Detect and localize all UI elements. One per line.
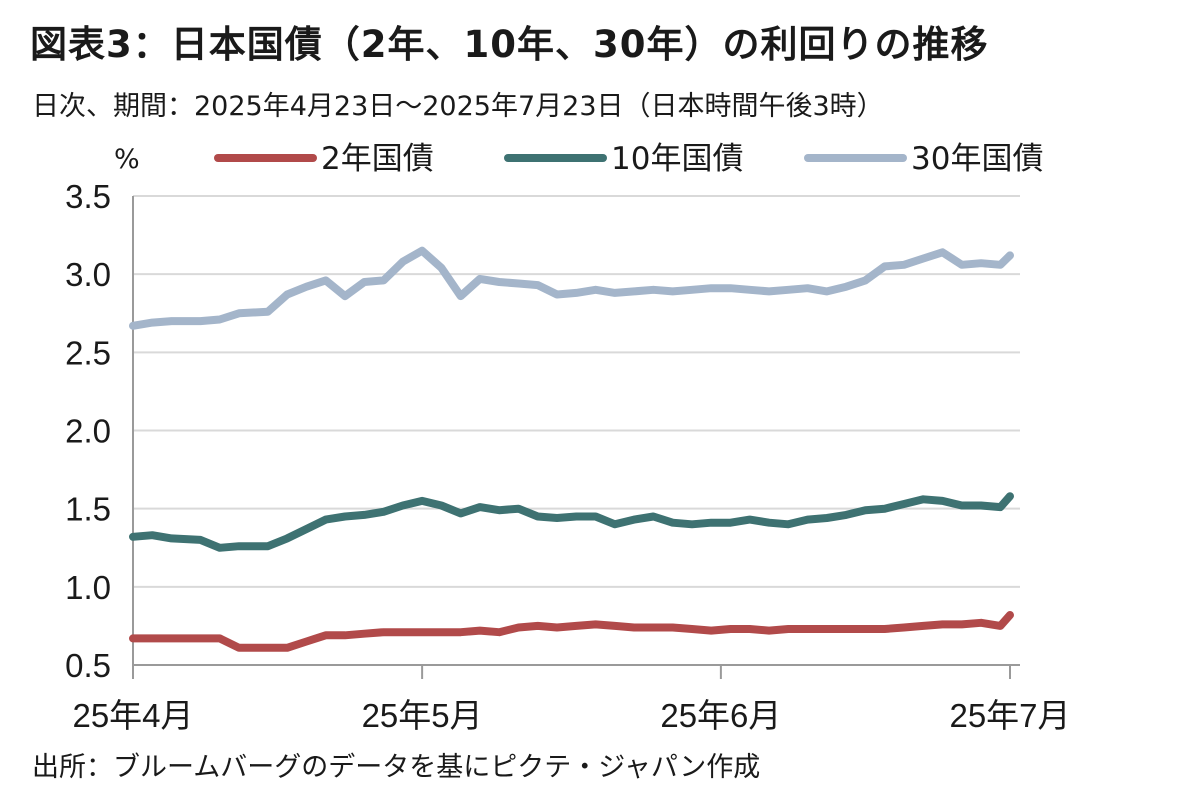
source-note: 出所：ブルームバーグのデータを基にピクテ・ジャパン作成: [32, 752, 761, 783]
y-tick-label: 0.5: [65, 647, 111, 684]
x-tick-label: 25年5月: [362, 697, 483, 734]
y-tick-label: 1.0: [65, 569, 111, 606]
chart-subtitle: 日次、期間：2025年4月23日～2025年7月23日（日本時間午後3時）: [32, 91, 884, 122]
y-tick-label: 2.5: [65, 334, 111, 371]
y-axis-unit-label: %: [114, 144, 140, 175]
series-lines: [129, 246, 1014, 652]
legend-label: 2年国債: [321, 141, 434, 177]
y-tick-label: 3.0: [65, 256, 111, 293]
legend: 2年国債 10年国債 30年国債: [214, 141, 1043, 177]
x-tick-label: 25年4月: [72, 697, 193, 734]
x-tick-label: 25年7月: [949, 697, 1070, 734]
series-line-1: [129, 611, 1014, 652]
legend-label: 10年国債: [611, 141, 743, 177]
x-tick-label: 25年6月: [660, 697, 781, 734]
y-tick-label: 2.0: [65, 413, 111, 450]
series-line-3: [129, 246, 1014, 330]
legend-label: 30年国債: [911, 141, 1043, 177]
y-tick-label: 3.5: [65, 178, 111, 215]
y-axis-ticks: 0.5 1.0 1.5 2.0 2.5 3.0 3.5: [65, 178, 111, 684]
axes: [132, 196, 1020, 666]
y-tick-label: 1.5: [65, 491, 111, 528]
series-line-2: [129, 492, 1014, 552]
chart-title: 図表3：日本国債（2年、10年、30年）の利回りの推移: [30, 23, 989, 66]
x-axis-ticks: 25年4月 25年5月 25年6月 25年7月: [72, 665, 1071, 734]
grid-lines: [133, 195, 1020, 588]
